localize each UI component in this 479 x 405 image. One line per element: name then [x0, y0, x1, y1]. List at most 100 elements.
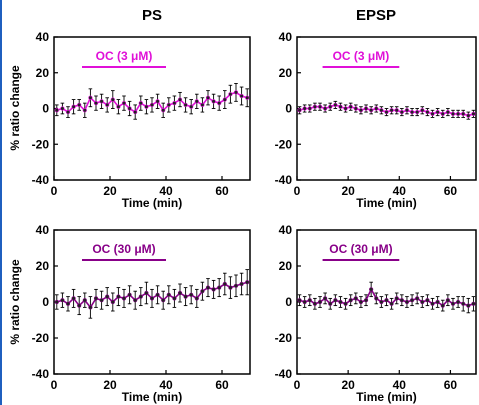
data-point	[149, 102, 155, 108]
data-point	[338, 104, 343, 109]
y-tick-label: 40	[279, 30, 293, 44]
column-title-epsp: EPSP	[356, 7, 396, 24]
data-point	[155, 292, 160, 297]
data-point	[425, 109, 430, 115]
data-point	[384, 109, 389, 115]
data-point	[389, 301, 394, 306]
data-point	[217, 285, 222, 290]
data-point	[99, 298, 104, 303]
data-point	[369, 287, 374, 292]
data-point	[77, 303, 82, 308]
data-point	[353, 296, 358, 301]
data-point	[333, 298, 338, 303]
data-point	[466, 113, 471, 118]
data-point	[116, 294, 121, 299]
data-point	[461, 301, 466, 306]
data-point	[312, 104, 318, 109]
treatment-label: OC (3 μM)	[96, 49, 153, 63]
data-point	[172, 296, 177, 301]
treatment-label: OC (30 μM)	[92, 242, 155, 256]
data-point	[54, 299, 59, 305]
data-point	[110, 299, 115, 305]
data-point	[348, 104, 353, 109]
data-point	[144, 290, 149, 296]
y-tick-label: 20	[279, 66, 293, 80]
data-point	[348, 298, 353, 303]
data-point	[328, 301, 333, 306]
data-point	[404, 108, 410, 113]
data-point	[239, 281, 244, 287]
data-point	[404, 299, 410, 305]
data-point	[88, 95, 93, 100]
data-point	[425, 298, 430, 303]
data-point	[205, 285, 211, 290]
x-tick-label: 40	[393, 184, 407, 198]
data-point	[363, 106, 369, 111]
data-point	[127, 106, 132, 111]
y-tick-label: 0	[285, 295, 292, 309]
x-tick-label: 60	[215, 184, 229, 198]
data-point	[144, 104, 149, 109]
y-tick-label: -40	[275, 173, 293, 187]
data-point	[358, 299, 364, 305]
data-point	[217, 101, 222, 106]
data-point	[105, 102, 110, 108]
data-point	[328, 104, 333, 109]
data-point	[440, 111, 445, 116]
x-tick-label: 60	[444, 378, 458, 392]
data-point	[127, 292, 132, 297]
data-point	[189, 104, 194, 109]
data-point	[121, 296, 127, 301]
y-tick-label: 0	[42, 295, 49, 309]
data-point	[233, 283, 239, 288]
data-point	[363, 298, 369, 303]
data-point	[200, 102, 205, 108]
data-point	[297, 108, 302, 113]
treatment-label: OC (30 μM)	[329, 242, 392, 256]
data-point	[343, 106, 348, 111]
y-tick-label: -20	[275, 331, 293, 345]
y-tick-label: -20	[275, 137, 293, 151]
chart-panel-3: -40 -20 0 20 40 0 20 40 60 Time (min) OC (30 μM)	[32, 223, 251, 404]
data-point	[374, 106, 379, 111]
data-point	[389, 108, 394, 113]
data-point	[323, 296, 328, 301]
data-point	[183, 102, 188, 108]
data-point	[60, 106, 65, 111]
data-point	[245, 95, 250, 100]
y-tick-label: -20	[32, 137, 50, 151]
data-point	[228, 92, 233, 97]
data-point	[466, 303, 471, 308]
chart-panel-2: -40 -20 0 20 40 0 20 40 60 Time (min) OC (3 μM)	[275, 30, 477, 210]
data-point	[177, 97, 183, 102]
data-point	[194, 99, 199, 104]
data-point	[353, 106, 358, 111]
data-point	[471, 111, 476, 116]
data-point	[302, 299, 307, 305]
data-point	[166, 102, 171, 108]
data-point	[450, 111, 456, 116]
data-point	[415, 109, 420, 115]
data-point	[71, 104, 76, 109]
y-axis-label-top: % ratio change	[8, 65, 22, 151]
data-point	[379, 299, 384, 305]
data-point	[420, 108, 425, 113]
x-tick-label: 60	[444, 184, 458, 198]
data-point	[211, 287, 216, 292]
data-point	[312, 301, 318, 306]
data-point	[450, 301, 456, 306]
data-point	[138, 294, 143, 299]
y-tick-label: -20	[32, 331, 50, 345]
data-point	[60, 298, 65, 303]
y-tick-label: 20	[279, 259, 293, 273]
x-tick-label: 40	[393, 378, 407, 392]
data-point	[420, 299, 425, 305]
data-point	[399, 298, 404, 303]
data-point	[435, 299, 440, 305]
data-point	[394, 108, 399, 113]
x-axis-label: Time (min)	[356, 390, 416, 404]
data-point	[161, 108, 166, 113]
data-point	[133, 109, 138, 115]
x-tick-label: 20	[103, 378, 117, 392]
data-point	[88, 305, 93, 310]
